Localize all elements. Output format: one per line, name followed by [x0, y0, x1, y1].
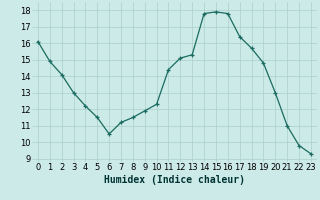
X-axis label: Humidex (Indice chaleur): Humidex (Indice chaleur)	[104, 175, 245, 185]
